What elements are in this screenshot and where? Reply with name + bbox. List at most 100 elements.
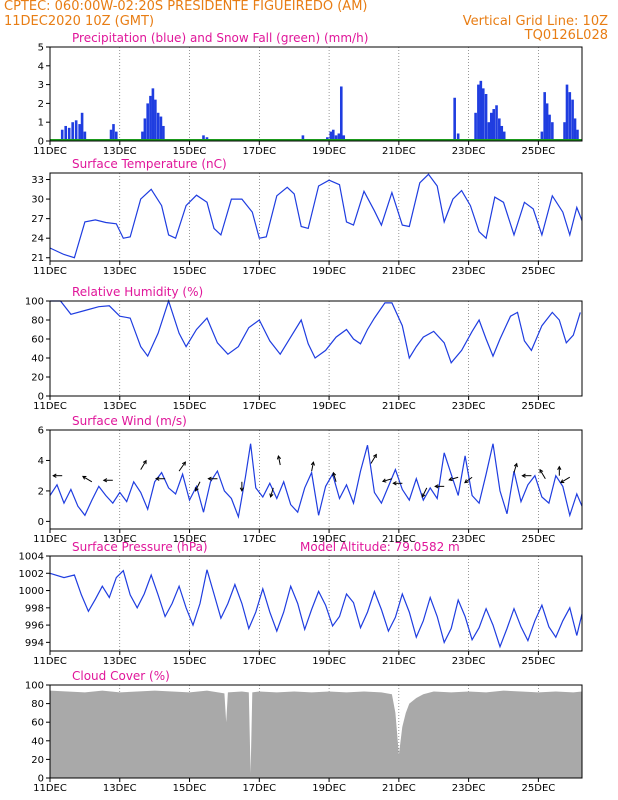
- x-tick-label: 25DEC: [522, 146, 556, 157]
- y-tick-label: 40: [31, 736, 44, 747]
- wind-arrow-head: [194, 487, 199, 492]
- wind-arrow-head: [52, 473, 57, 478]
- y-tick-label: 100: [25, 681, 44, 692]
- precip-bar: [202, 135, 205, 141]
- wind-arrow: [277, 455, 281, 466]
- x-tick-label: 13DEC: [103, 534, 137, 545]
- x-tick-label: 23DEC: [452, 534, 486, 545]
- precip-bar: [456, 133, 460, 141]
- panel-frame: [49, 429, 583, 530]
- y-tick-label: 1004: [19, 552, 44, 563]
- precip-bar: [502, 131, 506, 141]
- wind-arrow-head: [392, 481, 397, 486]
- precip-bar: [112, 124, 115, 141]
- wind-arrow-head: [539, 468, 544, 474]
- wind-arrow-head: [155, 476, 160, 481]
- precip-bar: [474, 112, 477, 141]
- wind-arrow-head: [521, 473, 526, 478]
- x-tick-label: 11DEC: [33, 656, 67, 667]
- precip-bar: [64, 125, 67, 141]
- series-line-wind: [49, 443, 583, 520]
- x-tick-label: 19DEC: [312, 656, 346, 667]
- wind-arrow: [178, 461, 186, 472]
- precip-bar: [342, 135, 346, 141]
- y-tick-label: 100: [25, 297, 44, 308]
- panel-frame: [49, 300, 583, 397]
- precip-bar: [487, 122, 491, 141]
- precip-bar: [481, 88, 485, 141]
- precip-bar: [156, 112, 160, 141]
- wind-arrow: [464, 476, 473, 484]
- x-tick-label: 17DEC: [242, 534, 276, 545]
- y-tick-label: 1002: [19, 569, 44, 580]
- x-tick-label: 17DEC: [242, 656, 276, 667]
- x-tick-label: 13DEC: [103, 146, 137, 157]
- x-tick-label: 23DEC: [452, 401, 486, 412]
- y-tick-label: 21: [31, 253, 44, 264]
- y-tick-label: 40: [31, 354, 44, 365]
- wind-arrow-head: [464, 479, 469, 484]
- y-tick-label: 3: [38, 80, 44, 91]
- x-tick-label: 25DEC: [522, 266, 556, 277]
- wind-arrow-head: [82, 475, 87, 480]
- header-date: 11DEC2020 10Z (GMT): [4, 14, 155, 29]
- wind-arrow: [382, 478, 393, 482]
- x-tick-label: 11DEC: [33, 266, 67, 277]
- wind-arrow: [195, 481, 201, 492]
- panel-title: Cloud Cover (%): [72, 669, 170, 683]
- precip-bar: [78, 124, 81, 141]
- precip-bar: [479, 80, 483, 141]
- panel-annotation: Model Altitude: 79.0582 m: [300, 540, 460, 554]
- header-station: CPTEC: 060:00W-02:20S PRESIDENTE FIGUEIR…: [4, 0, 368, 14]
- wind-arrow-head: [421, 493, 426, 498]
- wind-arrow-head: [559, 479, 565, 484]
- precip-bar: [576, 129, 579, 141]
- precip-bar: [143, 118, 147, 141]
- precip-bar: [80, 112, 84, 141]
- y-tick-label: 20: [31, 755, 44, 766]
- x-tick-label: 19DEC: [312, 534, 346, 545]
- panel-title: Precipitation (blue) and Snow Fall (gree…: [72, 31, 368, 45]
- wind-arrow: [311, 462, 314, 472]
- x-tick-label: 11DEC: [33, 534, 67, 545]
- y-tick-label: 80: [31, 699, 44, 710]
- precip-bar: [329, 131, 333, 141]
- precip-bar: [114, 131, 118, 141]
- panel-frame: [49, 555, 583, 652]
- wind-arrow-head: [269, 493, 274, 498]
- x-tick-label: 23DEC: [452, 146, 486, 157]
- y-tick-label: 4: [38, 456, 44, 467]
- wind-arrow-head: [381, 478, 387, 483]
- x-tick-label: 15DEC: [173, 401, 207, 412]
- precip-bar: [563, 122, 566, 141]
- precip-bar: [484, 94, 488, 141]
- precip-bar: [141, 131, 144, 141]
- wind-arrow: [513, 463, 518, 473]
- x-tick-label: 13DEC: [103, 783, 137, 794]
- x-tick-label: 11DEC: [33, 783, 67, 794]
- precip-bar: [60, 129, 64, 141]
- wind-arrow: [270, 487, 274, 498]
- precip-bar: [337, 133, 341, 141]
- y-tick-label: 0: [38, 392, 44, 403]
- wind-arrow-head: [448, 477, 453, 482]
- x-tick-label: 25DEC: [522, 783, 556, 794]
- x-tick-label: 11DEC: [33, 146, 67, 157]
- x-tick-label: 15DEC: [173, 656, 207, 667]
- x-tick-label: 23DEC: [452, 783, 486, 794]
- precip-bar: [495, 105, 498, 141]
- x-tick-label: 25DEC: [522, 534, 556, 545]
- y-tick-label: 33: [31, 175, 44, 186]
- header-model-code: TQ0126L028: [524, 28, 608, 43]
- y-tick-label: 60: [31, 335, 44, 346]
- x-tick-label: 17DEC: [242, 266, 276, 277]
- panel-title: Relative Humidity (%): [72, 285, 203, 299]
- wind-arrow-head: [181, 461, 187, 466]
- x-tick-label: 21DEC: [382, 534, 416, 545]
- precip-bar: [146, 103, 149, 141]
- precip-bar: [301, 135, 305, 141]
- wind-arrow: [539, 469, 546, 479]
- panel-title: Surface Pressure (hPa): [72, 540, 208, 554]
- x-tick-label: 25DEC: [522, 656, 556, 667]
- y-tick-label: 1000: [19, 586, 44, 597]
